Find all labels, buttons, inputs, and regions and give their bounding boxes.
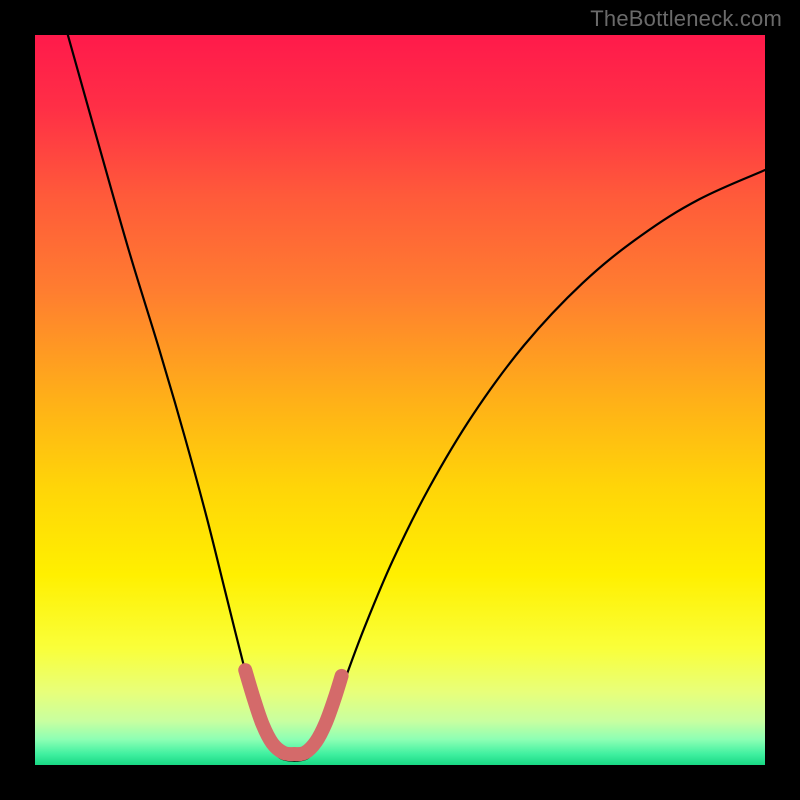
- bottom-u-marker: [245, 670, 341, 754]
- watermark-text: TheBottleneck.com: [590, 6, 782, 32]
- plot-area: [35, 35, 765, 765]
- bottleneck-curve: [68, 35, 765, 761]
- curve-layer: [35, 35, 765, 765]
- chart-stage: TheBottleneck.com: [0, 0, 800, 800]
